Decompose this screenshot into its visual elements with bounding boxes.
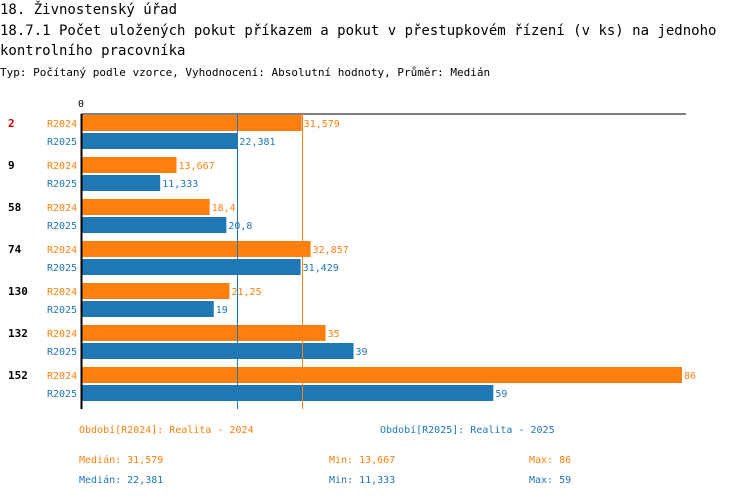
value-label: 31,429: [303, 263, 339, 274]
value-label: 35: [328, 329, 340, 340]
chart-title: 18.7.1 Počet uložených pokut příkazem a …: [0, 23, 717, 59]
value-label: 19: [216, 305, 228, 316]
category-label: 58: [8, 201, 21, 214]
series-label: R2024: [47, 371, 77, 382]
bar-r2024: [81, 241, 311, 257]
series-label: R2025: [47, 263, 77, 274]
value-label: 39: [356, 347, 368, 358]
category-label: 74: [8, 243, 22, 256]
bar-r2025: [81, 301, 214, 317]
value-label: 31,579: [304, 119, 340, 130]
series-label: R2024: [47, 161, 77, 172]
bar-r2024: [81, 115, 302, 131]
median-r2025: Medián: 22,381: [79, 475, 164, 486]
bar-r2025: [81, 343, 354, 359]
chart-subtitle: Typ: Počítaný podle vzorce, Vyhodnocení:…: [0, 66, 491, 79]
series-label: R2024: [47, 287, 77, 298]
min-r2024: Min: 13,667: [329, 455, 396, 466]
category-label: 130: [8, 285, 28, 298]
series-label: R2025: [47, 137, 77, 148]
series-label: R2025: [47, 305, 77, 316]
max-r2025: Max: 59: [529, 475, 572, 486]
series-label: R2025: [47, 221, 77, 232]
bar-r2025: [81, 259, 301, 275]
legend-r2025: Období[R2025]: Realita - 2025: [380, 425, 555, 436]
category-label: 132: [8, 327, 28, 340]
value-label: 22,381: [239, 137, 275, 148]
bar-r2024: [81, 283, 230, 299]
category-label: 9: [8, 159, 15, 172]
series-label: R2025: [47, 347, 77, 358]
section-title: 18. Živnostenský úřad: [0, 2, 178, 18]
value-label: 13,667: [179, 161, 215, 172]
value-label: 86: [684, 371, 696, 382]
value-label: 21,25: [232, 287, 262, 298]
bar-r2024: [81, 325, 326, 341]
x-tick-label: 0: [78, 99, 84, 110]
bar-r2024: [81, 199, 210, 215]
value-label: 32,857: [313, 245, 349, 256]
bar-r2024: [81, 367, 682, 383]
bar-r2024: [81, 157, 177, 173]
min-r2025: Min: 11,333: [329, 475, 396, 486]
category-label: 2: [8, 117, 15, 130]
value-label: 20,8: [228, 221, 252, 232]
value-label: 59: [495, 389, 507, 400]
bar-r2025: [81, 385, 494, 401]
value-label: 18,4: [212, 203, 236, 214]
series-label: R2025: [47, 389, 77, 400]
bar-r2025: [81, 133, 238, 149]
value-label: 11,333: [162, 179, 198, 190]
series-label: R2024: [47, 203, 77, 214]
legend-r2024: Období[R2024]: Realita - 2024: [79, 425, 254, 436]
bar-r2025: [81, 175, 161, 191]
median-r2024: Medián: 31,579: [79, 455, 164, 466]
series-label: R2025: [47, 179, 77, 190]
category-label: 152: [8, 369, 28, 382]
max-r2024: Max: 86: [529, 455, 572, 466]
series-label: R2024: [47, 245, 77, 256]
bar-r2025: [81, 217, 227, 233]
series-label: R2024: [47, 329, 77, 340]
series-label: R2024: [47, 119, 77, 130]
